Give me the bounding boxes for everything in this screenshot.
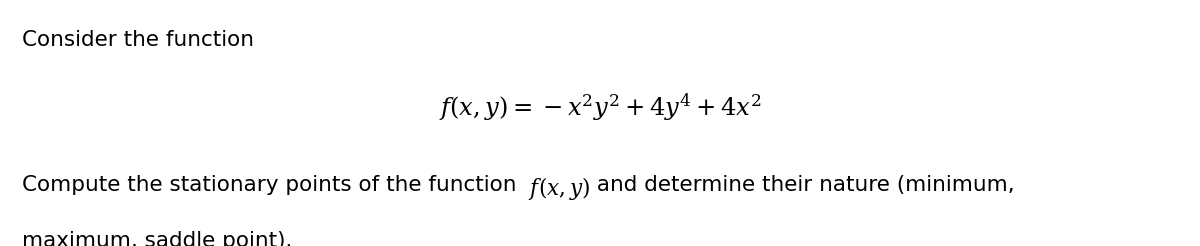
Text: $f(x, y) = -x^2y^2 + 4y^4 + 4x^2$: $f(x, y) = -x^2y^2 + 4y^4 + 4x^2$ bbox=[439, 91, 761, 123]
Text: Compute the stationary points of the function: Compute the stationary points of the fun… bbox=[22, 175, 523, 195]
Text: $f\hspace{0.05}(x, y)$: $f\hspace{0.05}(x, y)$ bbox=[528, 175, 590, 202]
Text: maximum, saddle point).: maximum, saddle point). bbox=[22, 231, 292, 246]
Text: and determine their nature (minimum,: and determine their nature (minimum, bbox=[590, 175, 1015, 195]
Text: Consider the function: Consider the function bbox=[22, 30, 253, 49]
